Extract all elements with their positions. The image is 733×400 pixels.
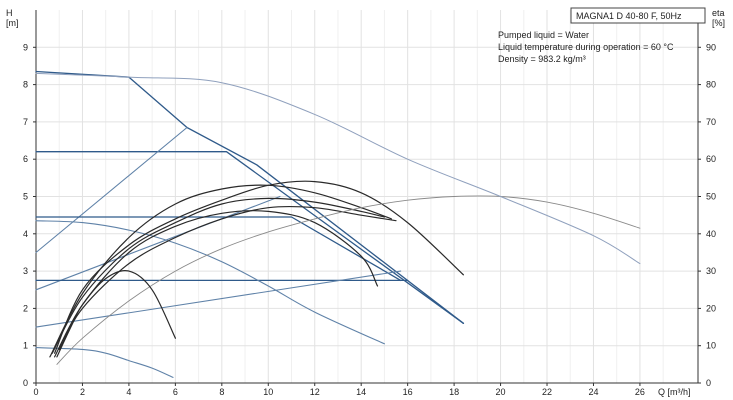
eta-tick-label: 30 (706, 266, 716, 276)
y-tick-label: 6 (23, 154, 28, 164)
eta-tick-label: 70 (706, 117, 716, 127)
y-tick-label: 2 (23, 303, 28, 313)
curves (35, 70, 641, 378)
info-line-density: Density = 983.2 kg/m³ (498, 54, 586, 64)
x-tick-label: 10 (263, 387, 273, 397)
right-axis-unit: [%] (712, 18, 725, 28)
efficiency-curve-12 (58, 205, 397, 350)
y-tick-label: 3 (23, 266, 28, 276)
eta-tick-label: 0 (706, 378, 711, 388)
y-tick-label: 0 (23, 378, 28, 388)
eta-tick-label: 80 (706, 80, 716, 90)
head-curve-1 (35, 151, 465, 324)
y-tick-label: 8 (23, 80, 28, 90)
eta-tick-label: 60 (706, 154, 716, 164)
x-tick-label: 2 (80, 387, 85, 397)
x-tick-label: 8 (219, 387, 224, 397)
head-curve-0 (35, 70, 465, 324)
head-curve-8 (35, 347, 174, 378)
x-tick-label: 0 (33, 387, 38, 397)
grid (36, 10, 698, 383)
power-curve-16 (35, 72, 641, 265)
y-tick-label: 7 (23, 117, 28, 127)
left-axis-unit: [m] (6, 18, 19, 28)
info-line-temperature: Liquid temperature during operation = 60… (498, 42, 674, 52)
right-axis-label: eta (712, 8, 725, 18)
y-tick-label: 5 (23, 192, 28, 202)
x-tick-label: 16 (403, 387, 413, 397)
efficiency-curve-14 (56, 195, 641, 365)
x-tick-label: 6 (173, 387, 178, 397)
x-tick-label: 20 (496, 387, 506, 397)
efficiency-curve-11 (51, 197, 385, 354)
x-tick-label: 14 (356, 387, 366, 397)
eta-tick-label: 10 (706, 341, 716, 351)
y-tick-label: 1 (23, 341, 28, 351)
chart-title: MAGNA1 D 40-80 F, 50Hz (576, 11, 682, 21)
y-tick-label: 4 (23, 229, 28, 239)
efficiency-curve-13 (54, 210, 379, 358)
head-curve-2 (35, 126, 188, 254)
head-curve-6 (35, 270, 402, 328)
info-line-pumped-liquid: Pumped liquid = Water (498, 30, 589, 40)
eta-tick-label: 90 (706, 42, 716, 52)
head-curve-4 (35, 195, 281, 291)
x-axis-label: Q [m³/h] (658, 387, 691, 397)
ticks: 0 2 4 6 8 10 12 14 16 18 20 22 24 2601234567890102030… (23, 42, 716, 397)
head-curve-7 (35, 220, 385, 345)
eta-tick-label: 40 (706, 229, 716, 239)
efficiency-curve-9 (54, 180, 464, 354)
x-tick-label: 12 (310, 387, 320, 397)
x-tick-label: 18 (449, 387, 459, 397)
x-tick-label: 4 (126, 387, 131, 397)
x-tick-label: 24 (588, 387, 598, 397)
y-tick-label: 9 (23, 42, 28, 52)
title-box (570, 7, 706, 24)
x-tick-label: 22 (542, 387, 552, 397)
efficiency-curve-10 (49, 184, 392, 358)
efficiency-curve-15 (56, 270, 176, 358)
left-axis-label: H (6, 8, 13, 18)
x-tick-label: 26 (635, 387, 645, 397)
eta-tick-label: 50 (706, 192, 716, 202)
eta-tick-label: 20 (706, 303, 716, 313)
